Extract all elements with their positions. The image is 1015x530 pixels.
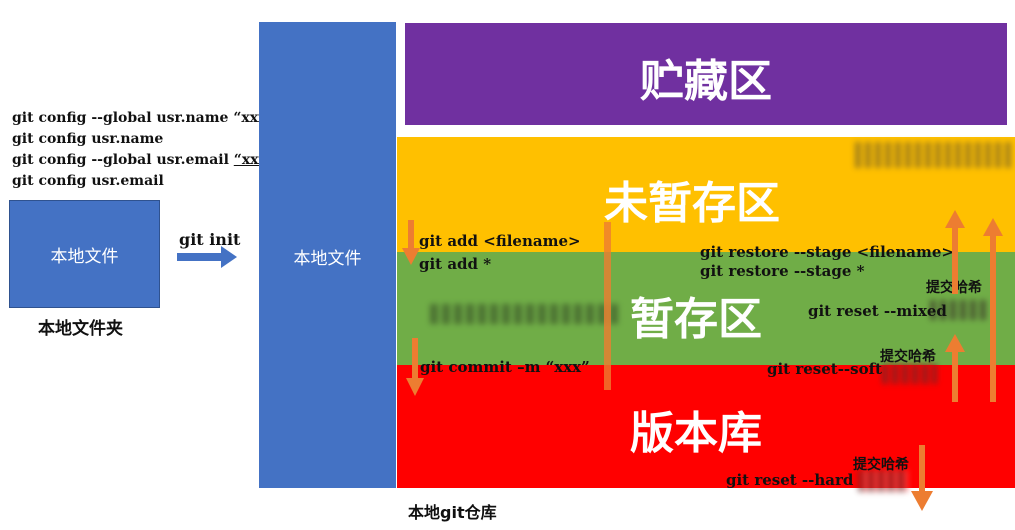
local-file-box-label: 本地文件 [50,246,119,267]
stash-zone: 贮藏区 [405,23,1007,125]
repo-zone: 版本库 [397,365,1015,488]
restore-file-command: git restore --stage <filename> [700,243,954,261]
config-global-name: git config --global usr.name “xxx” [12,110,275,126]
add-down-arrow [402,220,420,265]
redacted-hash-soft [882,364,937,384]
commit-hash-label-soft: 提交哈希 [880,349,936,365]
config-email: git config usr.email [12,173,164,189]
redacted-hash-mixed [930,300,990,320]
reset-hard-down-arrow [911,445,933,511]
local-file-box: 本地文件 [9,200,160,308]
reset-mixed-up-arrow [983,218,1003,402]
staged-zone-title: 暂存区 [630,294,762,345]
redacted-hash-hard [858,470,908,492]
reset-soft-command: git reset--soft [767,360,882,378]
git-init-label: git init [179,230,241,249]
git-init-arrow [177,246,237,268]
commit-command: git commit –m “xxx” [420,358,590,376]
commit-hash-label-hard: 提交哈希 [853,457,909,473]
reset-hard-command: git reset --hard [726,471,854,489]
redacted-text-top-right [855,142,1015,168]
add-file-command: git add <filename> [419,232,581,250]
repo-column: 本地文件 [259,22,396,488]
stash-zone-title: 贮藏区 [640,56,772,107]
add-all-command: git add * [419,255,492,273]
reset-mixed-command: git reset --mixed [808,302,947,320]
local-folder-label: 本地文件夹 [38,319,123,339]
redacted-vertical-arrow [604,222,611,390]
commit-down-arrow [406,338,424,396]
restore-up-arrow [945,210,965,294]
reset-soft-up-arrow [945,334,965,402]
repo-caption: 本地git仓库 [408,503,497,522]
unstaged-zone-title: 未暂存区 [604,178,780,229]
config-name: git config usr.name [12,131,164,147]
redacted-text-staged [430,304,620,324]
repo-column-label: 本地文件 [293,249,362,269]
repo-zone-title: 版本库 [630,408,762,459]
restore-all-command: git restore --stage * [700,262,865,280]
